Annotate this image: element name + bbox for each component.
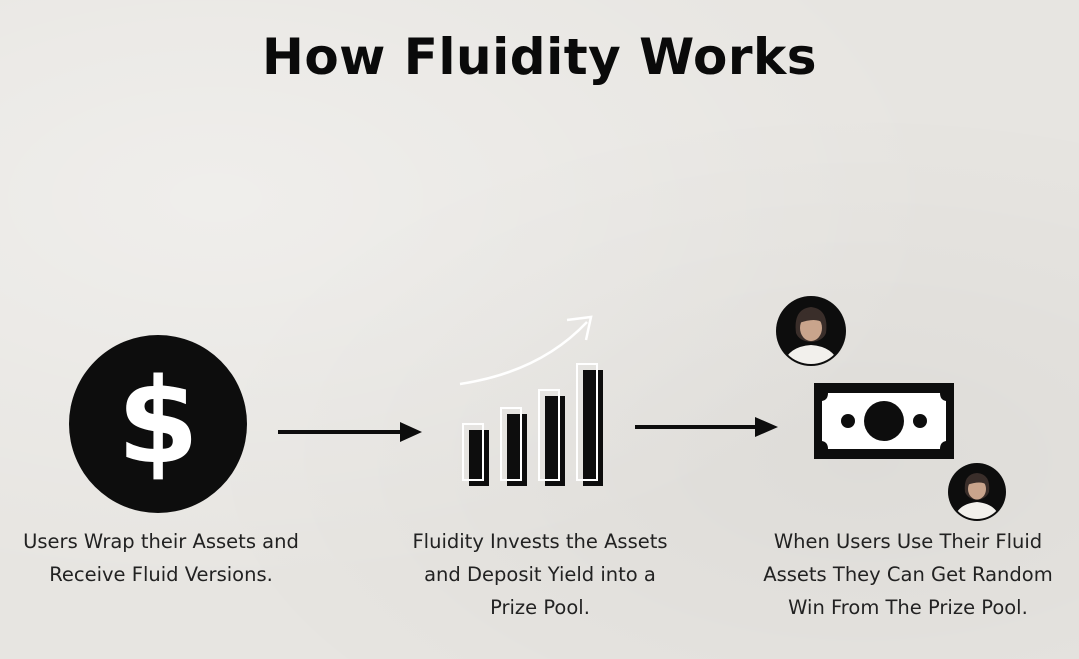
step-3-caption-line: When Users Use Their Fluid bbox=[773, 530, 1043, 553]
dollar-symbol: $ bbox=[117, 352, 199, 490]
chart-bar-4 bbox=[576, 363, 603, 486]
banknote-icon bbox=[814, 383, 954, 459]
step-3-caption-line: Assets They Can Get Random bbox=[763, 563, 1053, 586]
step-3-caption: When Users Use Their Fluid Assets They C… bbox=[741, 525, 1075, 624]
bar-chart-growth-icon bbox=[459, 315, 603, 486]
user-avatar-icon-bottom bbox=[948, 463, 1006, 521]
growth-curve-arrow bbox=[459, 321, 588, 386]
user-avatar-icon-top bbox=[776, 296, 846, 366]
step-2-caption-line: and Deposit Yield into a bbox=[424, 563, 656, 586]
step-1-caption-line: Receive Fluid Versions. bbox=[49, 563, 273, 586]
step-1-caption-line: Users Wrap their Assets and bbox=[23, 530, 299, 553]
step-2-caption-line: Prize Pool. bbox=[490, 596, 590, 619]
step-2-caption-line: Fluidity Invests the Assets bbox=[412, 530, 668, 553]
dollar-circle-icon: $ bbox=[69, 335, 247, 513]
chart-bar-3 bbox=[538, 389, 565, 486]
chart-bar-1 bbox=[462, 423, 489, 486]
growth-arrow-head bbox=[566, 315, 593, 341]
step-3-caption-line: Win From The Prize Pool. bbox=[788, 596, 1028, 619]
step-2-caption: Fluidity Invests the Assets and Deposit … bbox=[384, 525, 696, 624]
step-1-caption: Users Wrap their Assets and Receive Flui… bbox=[0, 525, 322, 591]
flow-arrow-1 bbox=[278, 422, 422, 442]
dollar-circle-background bbox=[69, 335, 247, 513]
flow-arrow-2 bbox=[635, 417, 778, 437]
diagram-title: How Fluidity Works bbox=[261, 28, 818, 86]
chart-bar-2 bbox=[500, 407, 527, 486]
